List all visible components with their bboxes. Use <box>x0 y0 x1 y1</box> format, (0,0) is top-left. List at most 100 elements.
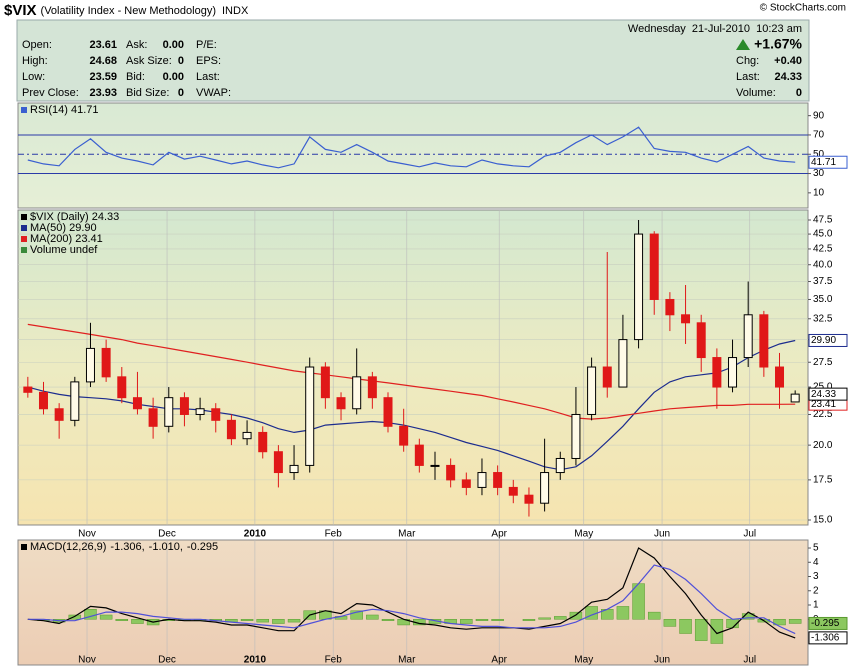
histogram-bar <box>538 617 551 620</box>
candle-body <box>179 397 189 415</box>
histogram-bar <box>475 619 489 621</box>
quote-label: Last: <box>196 71 220 83</box>
x-tick-label: Apr <box>491 529 507 540</box>
y-tick-label: 27.5 <box>813 357 833 368</box>
quote-label: Bid: <box>126 71 145 83</box>
candle-body <box>195 408 205 415</box>
y-tick-label: 1 <box>813 600 819 611</box>
histogram-bar <box>491 619 504 621</box>
candle-body <box>23 386 33 393</box>
quote-label: Low: <box>22 71 45 83</box>
y-tick-label: 35.0 <box>813 294 833 305</box>
histogram-bar <box>115 619 129 621</box>
y-tick-label: 45.0 <box>813 229 833 240</box>
histogram-bar <box>272 619 285 624</box>
candle-body <box>508 486 518 496</box>
series-line <box>27 323 796 420</box>
value-tag-label: 23.41 <box>811 399 836 410</box>
candle-body <box>790 393 800 403</box>
x-tick-label: May <box>574 655 593 666</box>
candle-body <box>477 472 487 488</box>
panel-background <box>17 209 809 526</box>
exchange: INDX <box>222 5 249 17</box>
histogram-bar <box>287 619 301 623</box>
histogram-bar <box>522 619 536 621</box>
symbol: $VIX <box>4 2 37 19</box>
candle-body <box>305 366 315 466</box>
quote-value: 24.33 <box>774 71 802 83</box>
candle-body <box>696 322 706 359</box>
histogram-bar <box>647 611 661 620</box>
candle-body <box>759 314 769 368</box>
y-tick-label: 3 <box>813 571 819 582</box>
quote-value: 23.93 <box>89 87 117 99</box>
candle-body <box>775 366 785 388</box>
y-tick-label: 47.5 <box>813 215 833 226</box>
candle-body <box>132 397 142 410</box>
histogram-bar <box>350 610 363 620</box>
plot-area <box>18 126 808 175</box>
value-tag-label: 41.71 <box>811 157 836 168</box>
y-tick-label: 25.0 <box>813 382 833 393</box>
quote-value: 0 <box>178 87 184 99</box>
candle-body <box>54 408 64 421</box>
candle-body <box>383 397 393 427</box>
series-line <box>27 547 796 639</box>
candle-body <box>681 314 691 324</box>
y-tick-label: 15.0 <box>813 515 833 526</box>
histogram-bar <box>99 614 113 620</box>
legend-icon <box>21 544 27 550</box>
candle-body <box>634 233 644 341</box>
candle-body <box>148 408 158 427</box>
value-tag <box>808 155 848 169</box>
quote-label: Chg: <box>736 55 759 67</box>
histogram-bar <box>616 606 630 620</box>
x-tick-label: Apr <box>491 655 507 666</box>
quote-label: Bid Size: <box>126 87 169 99</box>
histogram-bar <box>68 614 82 620</box>
quote-value: 0 <box>178 55 184 67</box>
y-tick-label: 42.5 <box>813 244 833 255</box>
legend-icon <box>21 236 27 242</box>
panel-background <box>17 102 809 209</box>
quote-label: Ask Size: <box>126 55 172 67</box>
legend-entry: -1.010, <box>149 541 183 553</box>
security-name: (Volatility Index - New Methodology) <box>41 5 216 17</box>
panel-label: RSI(14) 41.71 <box>30 104 98 116</box>
histogram-bar <box>773 619 786 626</box>
quote-box <box>16 19 810 102</box>
candle-body <box>414 444 424 466</box>
candle-body <box>352 376 362 410</box>
x-tick-label: Feb <box>325 529 343 540</box>
candle-body <box>430 464 440 467</box>
x-tick-label: Nov <box>78 529 96 540</box>
candle-body <box>258 431 268 453</box>
candle-body <box>461 479 471 488</box>
legend-icon <box>21 225 27 231</box>
y-tick-label: 30 <box>813 168 825 179</box>
change-pct: +1.67% <box>754 36 802 52</box>
x-tick-label: Jul <box>743 529 756 540</box>
histogram-bar <box>554 616 567 620</box>
candle-body <box>101 347 111 378</box>
y-tick-label: 2 <box>813 585 819 596</box>
series-line <box>27 126 796 169</box>
plot-area <box>27 540 802 665</box>
candle-body <box>320 366 330 399</box>
histogram-bar <box>788 619 802 624</box>
quote-value: +0.40 <box>774 55 802 67</box>
x-tick-label: Jun <box>654 655 670 666</box>
legend-entry: -0.295 <box>187 541 218 553</box>
y-tick-label: 4 <box>813 557 819 568</box>
y-tick-label: 90 <box>813 110 825 121</box>
candle-body <box>38 391 48 410</box>
x-tick-label: Mar <box>398 655 416 666</box>
y-tick-label: 37.5 <box>813 276 833 287</box>
volume-label: Volume undef <box>30 244 98 256</box>
value-tag <box>808 616 848 630</box>
histogram-bar <box>256 619 269 623</box>
quote-value: 0 <box>796 87 802 99</box>
y-tick-label: 5 <box>813 543 819 554</box>
